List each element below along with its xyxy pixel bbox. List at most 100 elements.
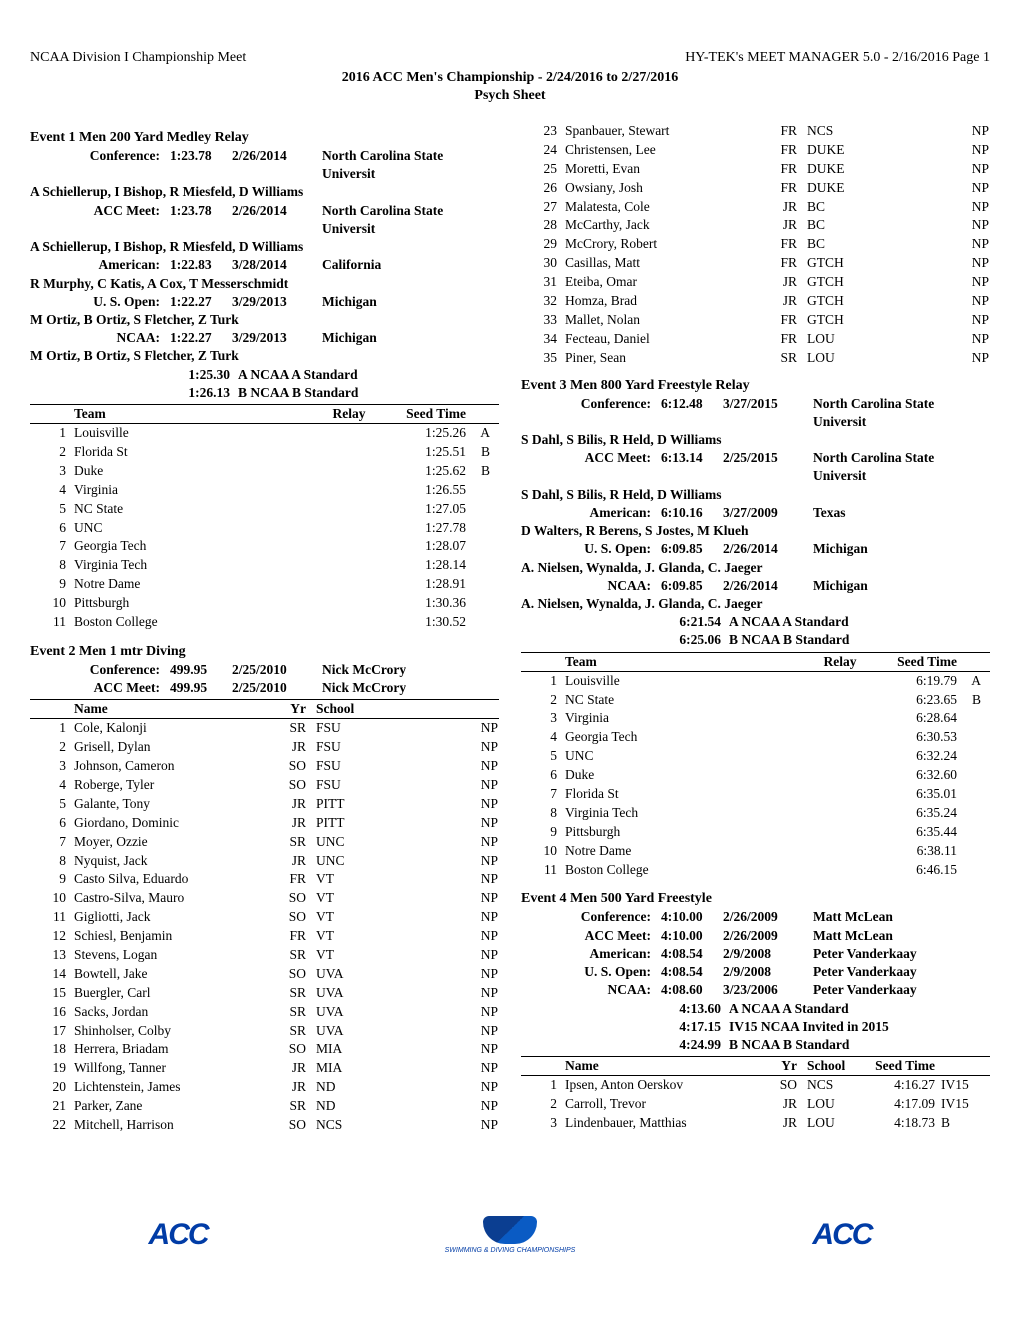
cell-place: 7: [521, 785, 565, 804]
record-row: NCAA:4:08.603/23/2006Peter Vanderkaay: [521, 981, 990, 999]
table-row: 6UNC1:27.78: [30, 519, 499, 538]
standard-label: B NCAA B Standard: [238, 384, 499, 402]
table-row: 15Buergler, CarlSRUVANP: [30, 984, 499, 1003]
cell-seed: NP: [378, 795, 498, 814]
cell-seed: NP: [378, 719, 498, 738]
record-label: U. S. Open:: [521, 540, 661, 558]
cell-name: Lindenbauer, Matthias: [565, 1114, 765, 1133]
record-row: NCAA:6:09.852/26/2014Michigan: [521, 577, 990, 595]
cell-name: Moyer, Ozzie: [74, 833, 274, 852]
event2-table-head: Name Yr School: [30, 699, 499, 719]
cell-flag: [466, 537, 490, 556]
cell-seed: 1:26.55: [394, 481, 466, 500]
cell-year: FR: [765, 122, 801, 141]
cell-seed: NP: [869, 179, 989, 198]
record-holder: Nick McCrory: [322, 661, 499, 679]
record-date: 2/26/2014: [723, 577, 813, 595]
record-swimmers: M Ortiz, B Ortiz, S Fletcher, Z Turk: [30, 311, 499, 329]
standard-time: 1:25.30: [30, 366, 238, 384]
cell-seed: 1:25.51: [394, 443, 466, 462]
cell-school: MIA: [310, 1040, 378, 1059]
cell-place: 10: [30, 889, 74, 908]
cell-school: VT: [310, 889, 378, 908]
cell-team: NC State: [565, 691, 795, 710]
table-row: 30Casillas, MattFRGTCHNP: [521, 254, 990, 273]
record-time: 4:08.54: [661, 945, 723, 963]
cell-place: 19: [30, 1059, 74, 1078]
record-time: 6:09.85: [661, 577, 723, 595]
cell-name: McCrory, Robert: [565, 235, 765, 254]
cell-seed: NP: [869, 122, 989, 141]
table-row: 35Piner, SeanSRLOUNP: [521, 349, 990, 368]
record-time: 6:12.48: [661, 395, 723, 431]
table-row: 24Christensen, LeeFRDUKENP: [521, 141, 990, 160]
standard-row: 4:17.15IV15 NCAA Invited in 2015: [521, 1018, 990, 1036]
cell-seed: 6:23.65: [885, 691, 957, 710]
table-row: 10Pittsburgh1:30.36: [30, 594, 499, 613]
cell-school: GTCH: [801, 311, 869, 330]
record-label: ACC Meet:: [30, 202, 170, 238]
cell-place: 34: [521, 330, 565, 349]
record-date: 2/25/2010: [232, 661, 322, 679]
cell-place: 4: [30, 481, 74, 500]
event1-rows: 1Louisville1:25.26A2Florida St1:25.51B3D…: [30, 424, 499, 632]
cell-place: 30: [521, 254, 565, 273]
cell-year: SR: [274, 984, 310, 1003]
record-date: 2/25/2015: [723, 449, 813, 485]
table-row: 31Eteiba, OmarJRGTCHNP: [521, 273, 990, 292]
event1-standards: 1:25.30A NCAA A Standard1:26.13B NCAA B …: [30, 366, 499, 402]
record-holder: Michigan: [813, 577, 990, 595]
cell-place: 9: [521, 823, 565, 842]
table-row: 8Nyquist, JackJRUNCNP: [30, 852, 499, 871]
cell-seed: 4:18.73: [869, 1114, 935, 1133]
cell-school: FSU: [310, 757, 378, 776]
cell-place: 6: [30, 519, 74, 538]
record-label: ACC Meet:: [30, 679, 170, 697]
record-swimmers: S Dahl, S Bilis, R Held, D Williams: [521, 486, 990, 504]
cell-team: Georgia Tech: [74, 537, 304, 556]
cell-school: UVA: [310, 1022, 378, 1041]
cell-school: GTCH: [801, 273, 869, 292]
standard-row: 6:21.54A NCAA A Standard: [521, 613, 990, 631]
acc-banner: SWIMMING & DIVING CHAMPIONSHIPS: [445, 1247, 576, 1254]
table-row: 5Galante, TonyJRPITTNP: [30, 795, 499, 814]
cell-seed: NP: [378, 870, 498, 889]
record-holder: Michigan: [322, 329, 499, 347]
cell-seed: NP: [869, 349, 989, 368]
record-row: NCAA:1:22.273/29/2013Michigan: [30, 329, 499, 347]
cell-name: Galante, Tony: [74, 795, 274, 814]
record-time: 6:09.85: [661, 540, 723, 558]
cell-place: 31: [521, 273, 565, 292]
cell-school: BC: [801, 235, 869, 254]
record-date: 3/28/2014: [232, 256, 322, 274]
standard-label: IV15 NCAA Invited in 2015: [729, 1018, 990, 1036]
header-line: NCAA Division I Championship Meet HY-TEK…: [30, 50, 990, 66]
table-row: 2Grisell, DylanJRFSUNP: [30, 738, 499, 757]
standard-label: B NCAA B Standard: [729, 1036, 990, 1054]
cell-place: 28: [521, 216, 565, 235]
cell-name: Parker, Zane: [74, 1097, 274, 1116]
cell-flag: B: [957, 691, 981, 710]
table-row: 4Roberge, TylerSOFSUNP: [30, 776, 499, 795]
cell-flag: [957, 709, 981, 728]
cell-year: JR: [765, 1095, 801, 1114]
cell-flag: [957, 804, 981, 823]
cell-place: 23: [521, 122, 565, 141]
th-yr: Yr: [274, 701, 310, 717]
record-time: 4:10.00: [661, 927, 723, 945]
record-date: 3/29/2013: [232, 293, 322, 311]
cell-year: JR: [274, 738, 310, 757]
record-holder: Nick McCrory: [322, 679, 499, 697]
cell-year: SO: [274, 889, 310, 908]
cell-seed: 1:28.07: [394, 537, 466, 556]
cell-year: JR: [765, 273, 801, 292]
cell-place: 10: [30, 594, 74, 613]
record-swimmers: D Walters, R Berens, S Jostes, M Klueh: [521, 522, 990, 540]
record-date: 2/9/2008: [723, 963, 813, 981]
cell-seed: NP: [869, 273, 989, 292]
cell-place: 17: [30, 1022, 74, 1041]
cell-name: Nyquist, Jack: [74, 852, 274, 871]
standard-row: 4:24.99B NCAA B Standard: [521, 1036, 990, 1054]
cell-school: GTCH: [801, 254, 869, 273]
table-row: 33Mallet, NolanFRGTCHNP: [521, 311, 990, 330]
